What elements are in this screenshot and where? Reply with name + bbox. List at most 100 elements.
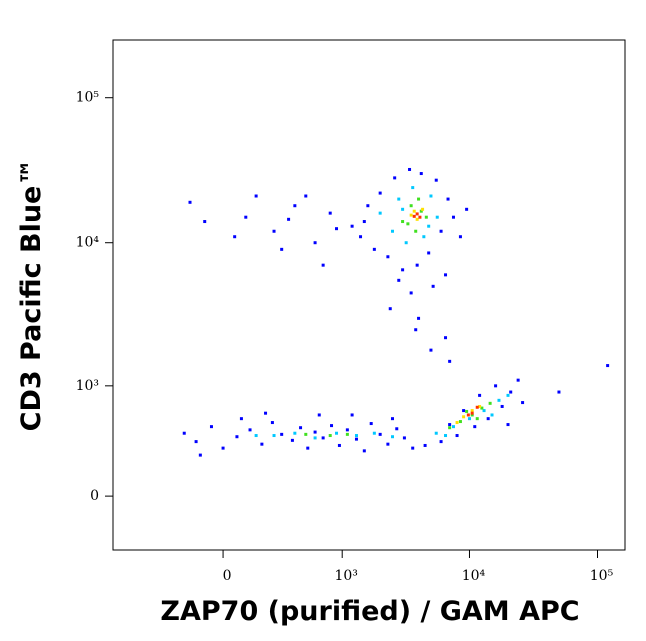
point bbox=[419, 172, 423, 176]
point bbox=[446, 197, 450, 201]
point bbox=[451, 215, 455, 219]
point bbox=[391, 417, 395, 421]
point bbox=[337, 443, 341, 447]
point bbox=[260, 442, 264, 446]
point bbox=[423, 443, 427, 447]
point bbox=[434, 178, 438, 182]
point bbox=[448, 426, 452, 430]
point bbox=[248, 428, 252, 432]
point bbox=[506, 393, 510, 397]
point bbox=[354, 434, 358, 438]
point bbox=[408, 167, 412, 171]
point bbox=[415, 217, 419, 221]
x-tick-label: 0 bbox=[223, 568, 232, 584]
point bbox=[304, 432, 308, 436]
y-axis-label: CD3 Pacific Blue™ bbox=[16, 159, 47, 432]
point bbox=[362, 449, 366, 453]
point bbox=[490, 413, 494, 417]
point bbox=[362, 220, 366, 224]
point bbox=[409, 204, 413, 208]
point bbox=[397, 278, 401, 282]
point bbox=[439, 440, 443, 444]
y-tick-label: 10³ bbox=[76, 378, 99, 394]
point bbox=[414, 328, 418, 332]
point bbox=[233, 235, 237, 239]
point bbox=[221, 446, 225, 450]
point bbox=[431, 284, 435, 288]
point bbox=[421, 207, 425, 211]
point bbox=[397, 197, 401, 201]
point bbox=[299, 426, 303, 430]
point bbox=[500, 404, 504, 408]
point bbox=[418, 215, 422, 219]
point bbox=[194, 440, 198, 444]
point bbox=[244, 215, 248, 219]
point bbox=[270, 421, 274, 425]
point bbox=[182, 431, 186, 435]
x-axis-label: ZAP70 (purified) / GAM APC bbox=[160, 596, 579, 627]
point bbox=[313, 430, 317, 434]
point bbox=[317, 413, 321, 417]
point bbox=[350, 413, 354, 417]
point bbox=[306, 446, 310, 450]
point bbox=[264, 411, 268, 415]
point bbox=[424, 215, 428, 219]
point bbox=[417, 197, 421, 201]
point bbox=[335, 227, 339, 231]
point bbox=[359, 235, 363, 239]
point bbox=[372, 247, 376, 251]
point bbox=[434, 431, 438, 435]
point bbox=[366, 204, 370, 208]
point bbox=[378, 191, 382, 195]
point bbox=[516, 378, 520, 382]
point bbox=[404, 241, 408, 245]
point bbox=[482, 409, 486, 413]
point bbox=[466, 413, 470, 417]
point bbox=[412, 214, 416, 218]
point bbox=[378, 432, 382, 436]
point bbox=[427, 251, 431, 255]
point bbox=[402, 436, 406, 440]
point bbox=[388, 307, 392, 311]
point bbox=[354, 437, 358, 441]
point bbox=[386, 442, 390, 446]
point bbox=[439, 229, 443, 233]
point bbox=[429, 348, 433, 352]
point bbox=[198, 453, 202, 457]
point bbox=[462, 415, 466, 419]
point bbox=[448, 423, 452, 427]
point bbox=[475, 405, 479, 409]
point bbox=[470, 409, 474, 413]
point bbox=[411, 186, 415, 190]
point bbox=[335, 431, 339, 435]
point bbox=[321, 263, 325, 267]
plot-frame bbox=[112, 39, 626, 551]
point bbox=[480, 406, 484, 410]
point bbox=[239, 417, 243, 421]
point bbox=[467, 417, 471, 421]
point bbox=[321, 436, 325, 440]
point bbox=[209, 425, 213, 429]
point bbox=[455, 421, 459, 425]
point bbox=[521, 401, 525, 405]
point bbox=[409, 213, 413, 217]
point bbox=[478, 393, 482, 397]
point bbox=[393, 176, 397, 180]
point bbox=[293, 431, 297, 435]
point bbox=[465, 207, 469, 211]
point bbox=[287, 217, 291, 221]
point bbox=[478, 404, 482, 408]
point bbox=[462, 409, 466, 413]
point bbox=[330, 424, 334, 428]
point bbox=[458, 235, 462, 239]
point bbox=[470, 413, 474, 417]
point bbox=[412, 209, 416, 213]
y-tick-label: 10⁴ bbox=[76, 235, 100, 251]
point bbox=[435, 215, 439, 219]
point bbox=[444, 273, 448, 277]
point bbox=[509, 390, 513, 394]
point bbox=[455, 434, 459, 438]
point bbox=[422, 235, 426, 239]
